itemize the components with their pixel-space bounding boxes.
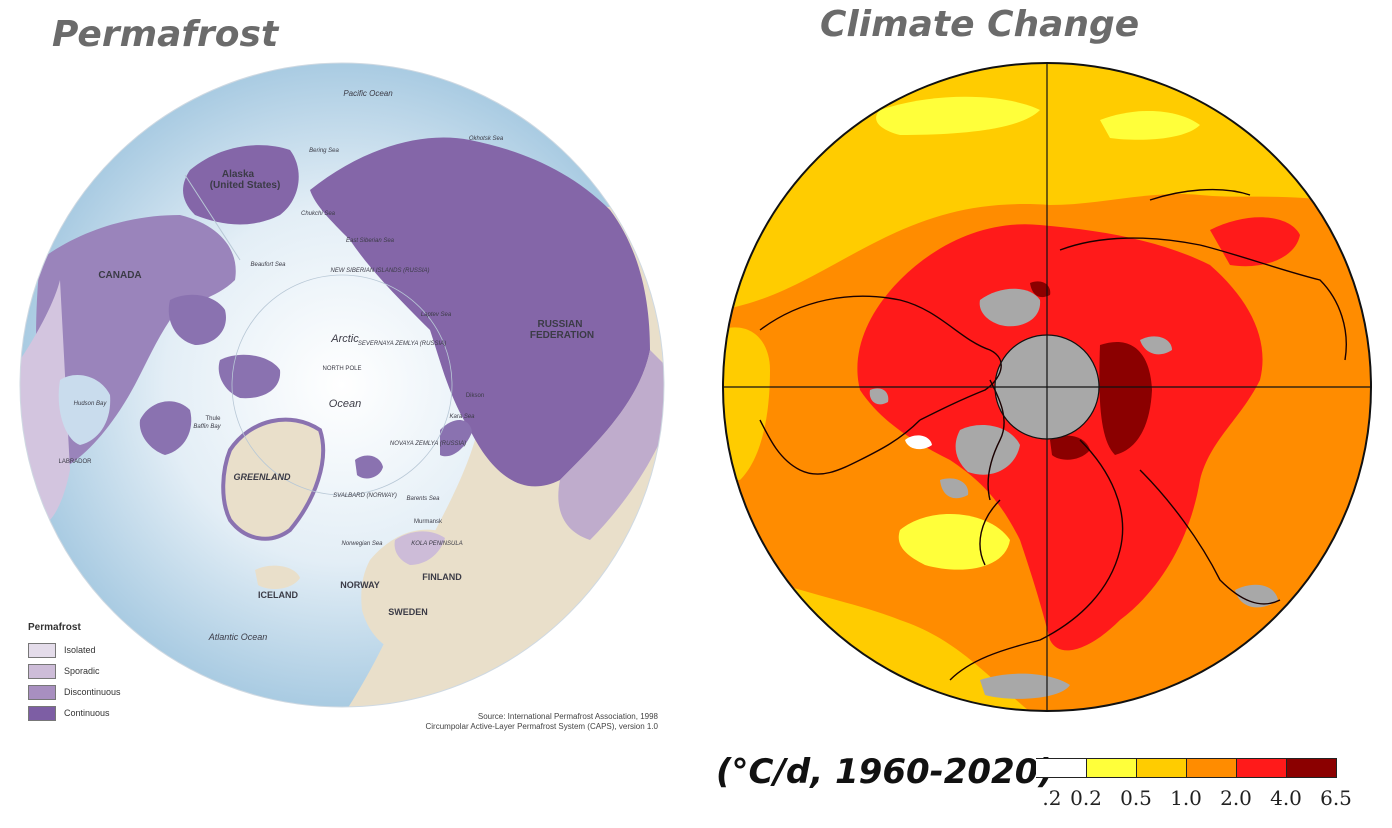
okhotsk-sea-label: Okhotsk Sea bbox=[469, 136, 504, 142]
norway-label: NORWAY bbox=[340, 580, 380, 590]
trend-band-0.2-to-0.5-north bbox=[876, 96, 1040, 135]
beaufort-sea-label: Beaufort Sea bbox=[250, 262, 286, 268]
thule-label: Thule bbox=[205, 416, 221, 422]
legend-label: Sporadic bbox=[64, 666, 100, 676]
svalbard-label: SVALBARD (NORWAY) bbox=[333, 493, 397, 499]
russian-label: RUSSIAN bbox=[537, 319, 582, 330]
colorbar-bin bbox=[1286, 758, 1337, 778]
legend-swatch bbox=[28, 642, 56, 658]
alaska-sub-label: (United States) bbox=[210, 180, 281, 191]
permafrost-map: Pacific Ocean Alaska (United States) CAN… bbox=[19, 62, 665, 708]
canada-sporadic bbox=[20, 280, 70, 528]
finland-label: FINLAND bbox=[422, 572, 462, 582]
legend-label: Continuous bbox=[64, 708, 110, 718]
scandinavia bbox=[361, 529, 463, 653]
east-siberian-sea-label: East Siberian Sea bbox=[346, 238, 395, 244]
barents-sea-label: Barents Sea bbox=[406, 496, 440, 502]
coastlines bbox=[759, 188, 1347, 681]
bering-sea-label: Bering Sea bbox=[309, 148, 339, 154]
laptev-sea-label: Laptev Sea bbox=[421, 312, 452, 318]
baffin-island bbox=[139, 401, 192, 455]
legend-item-continuous: Continuous bbox=[28, 705, 110, 721]
canadian-archipelago bbox=[168, 294, 226, 345]
units-label: (°C/d, 1960-2020) bbox=[716, 752, 1054, 792]
sweden-label: SWEDEN bbox=[388, 607, 428, 617]
greenland bbox=[221, 417, 326, 541]
iceland-label: ICELAND bbox=[258, 590, 298, 600]
climate-change-title: Climate Change bbox=[820, 4, 1140, 45]
labrador-label: LABRADOR bbox=[58, 459, 92, 465]
trend-band-0.2-to-0.5-ne bbox=[1100, 110, 1200, 140]
novaya-zemlya bbox=[440, 420, 472, 457]
chukchi-sea-label: Chukchi Sea bbox=[301, 211, 336, 217]
hudson-bay bbox=[58, 375, 111, 445]
ocean-label: Ocean bbox=[329, 398, 361, 410]
colorbar-tick-label: 2.0 bbox=[1220, 786, 1252, 810]
legend-swatch bbox=[28, 705, 56, 721]
missing-data-patch-6 bbox=[869, 388, 889, 405]
novaya-zemlya-label: NOVAYA ZEMLYA (RUSSIA) bbox=[390, 441, 466, 447]
legend-label: Discontinuous bbox=[64, 687, 121, 697]
trend-band-4-to-6.5-east bbox=[1099, 342, 1152, 455]
missing-data-patch-4 bbox=[1140, 336, 1172, 355]
atlantic-ocean-label: Atlantic Ocean bbox=[208, 632, 268, 642]
colorbar-bin bbox=[1186, 758, 1237, 778]
legend-item-discontinuous: Discontinuous bbox=[28, 684, 121, 700]
north-pole-label: NORTH POLE bbox=[323, 366, 362, 372]
colorbar-tick-label: 4.0 bbox=[1270, 786, 1302, 810]
trend-band-4-to-6.5-south bbox=[1050, 435, 1090, 460]
trend-band-0.5-to-1-west bbox=[723, 327, 770, 480]
norwegian-sea-label: Norwegian Sea bbox=[341, 541, 383, 547]
missing-data-patch-2 bbox=[955, 425, 1020, 475]
source-note: Source: International Permafrost Associa… bbox=[425, 712, 658, 732]
greenland-label: GREENLAND bbox=[233, 472, 291, 482]
alaska-label: Alaska bbox=[222, 169, 255, 180]
alaska-permafrost bbox=[183, 145, 299, 225]
new-siberian-islands-label: NEW SIBERIAN ISLANDS (RUSSIA) bbox=[330, 268, 429, 274]
legend-swatch bbox=[28, 684, 56, 700]
severnaya-zemlya-label: SEVERNAYA ZEMLYA (RUSSIA) bbox=[358, 341, 446, 347]
missing-data-patch-1 bbox=[979, 288, 1041, 327]
dikson-label: Dikson bbox=[466, 393, 484, 399]
arctic-label: Arctic bbox=[330, 333, 359, 345]
federation-label: FEDERATION bbox=[530, 330, 594, 341]
hudson-bay-label: Hudson Bay bbox=[74, 401, 108, 407]
kola-peninsula-label: KOLA PENINSULA bbox=[411, 541, 462, 547]
iceland bbox=[255, 565, 300, 590]
legend-item-sporadic: Sporadic bbox=[28, 663, 100, 679]
scandinavia-permafrost bbox=[394, 531, 445, 565]
legend-label: Isolated bbox=[64, 645, 96, 655]
colorbar-bin bbox=[1236, 758, 1287, 778]
source-line-2: Circumpolar Active-Layer Permafrost Syst… bbox=[425, 722, 658, 731]
missing-data-patch-3 bbox=[940, 478, 969, 499]
permafrost-legend-title: Permafrost bbox=[28, 622, 81, 633]
kara-sea-label: Kara Sea bbox=[449, 414, 475, 420]
colorbar-tick-label: 0.2 bbox=[1029, 786, 1062, 810]
warming-trend-map bbox=[722, 62, 1372, 712]
trend-band-below-0.2 bbox=[905, 435, 932, 450]
colorbar-bin bbox=[1136, 758, 1187, 778]
missing-data-patch-5 bbox=[1235, 584, 1278, 608]
colorbar-bin bbox=[1036, 758, 1087, 778]
permafrost-title: Permafrost bbox=[52, 14, 279, 55]
murmansk-label: Murmansk bbox=[414, 519, 443, 525]
colorbar-tick-label: 0.2 bbox=[1070, 786, 1102, 810]
pacific-ocean-label: Pacific Ocean bbox=[343, 89, 393, 98]
legend-item-isolated: Isolated bbox=[28, 642, 96, 658]
colorbar-bin bbox=[1086, 758, 1137, 778]
source-line-1: Source: International Permafrost Associa… bbox=[477, 712, 658, 721]
baffin-bay-label: Baffin Bay bbox=[193, 424, 221, 430]
colorbar-tick-label: 1.0 bbox=[1170, 786, 1202, 810]
svalbard bbox=[355, 455, 383, 479]
colorbar-tick-label: 6.5 bbox=[1320, 786, 1352, 810]
russia-permafrost-continuous bbox=[310, 137, 650, 487]
legend-swatch bbox=[28, 663, 56, 679]
canada-label: CANADA bbox=[98, 270, 141, 281]
russia-permafrost-discontinuous bbox=[558, 350, 664, 540]
colorbar-tick-label: 0.5 bbox=[1120, 786, 1152, 810]
trend-band-4-to-6.5-north bbox=[1030, 281, 1051, 298]
